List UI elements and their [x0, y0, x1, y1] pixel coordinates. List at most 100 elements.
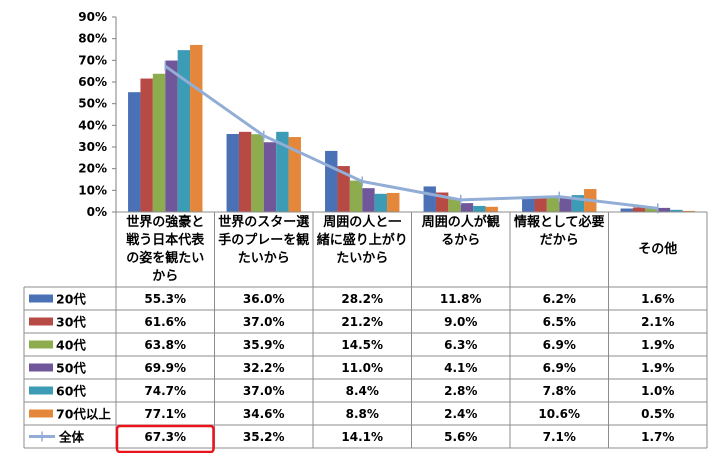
- data-label: 69.9%: [144, 361, 186, 375]
- bar-70代以上-5: [682, 210, 695, 212]
- data-label: 11.8%: [440, 292, 482, 306]
- legend-swatch: [29, 409, 53, 418]
- y-tick-label: 20%: [78, 162, 107, 176]
- data-label: 37.0%: [243, 315, 285, 329]
- category-label: るから: [441, 233, 480, 248]
- data-label: 1.9%: [641, 361, 674, 375]
- category-label: たいから: [336, 251, 388, 266]
- bar-50代-5: [657, 207, 671, 212]
- data-label: 1.0%: [641, 384, 674, 398]
- bar-20代-4: [522, 198, 535, 212]
- data-label: 6.9%: [543, 338, 576, 352]
- bar-40代-3: [448, 198, 461, 212]
- bar-40代-2: [349, 180, 363, 212]
- data-label: 34.6%: [243, 407, 285, 421]
- category-label: から: [152, 269, 178, 284]
- y-tick-label: 50%: [78, 97, 107, 111]
- category-label: の姿を観たい: [126, 250, 204, 266]
- data-label: 35.2%: [243, 430, 285, 444]
- bar-40代-0: [152, 73, 166, 213]
- legend-label: 50代: [56, 361, 86, 376]
- category-label: 手のプレーを観: [218, 232, 309, 248]
- bar-30代-0: [140, 78, 153, 213]
- bar-40代-4: [546, 197, 560, 212]
- category-label: その他: [638, 241, 677, 257]
- bar-50代-0: [165, 60, 178, 212]
- data-label: 67.3%: [144, 430, 186, 444]
- data-label: 14.1%: [341, 430, 383, 444]
- data-label: 6.3%: [444, 338, 477, 352]
- data-label: 74.7%: [144, 384, 186, 398]
- data-label: 37.0%: [243, 384, 285, 398]
- y-tick-label: 0%: [87, 205, 107, 219]
- bar-20代-1: [226, 134, 239, 212]
- y-tick-label: 70%: [78, 53, 107, 67]
- legend-swatch: [29, 340, 53, 349]
- data-label: 35.9%: [243, 338, 285, 352]
- data-label: 8.4%: [346, 384, 379, 398]
- data-label: 7.1%: [543, 430, 576, 444]
- data-label: 6.5%: [543, 315, 576, 329]
- category-label: たいから: [238, 251, 290, 266]
- bar-20代-5: [620, 208, 633, 212]
- y-tick-label: 80%: [78, 32, 107, 46]
- total-line-series: [164, 64, 658, 210]
- data-label: 0.5%: [641, 407, 674, 421]
- data-label: 28.2%: [341, 292, 383, 306]
- data-label: 11.0%: [341, 361, 383, 375]
- category-label: 戦う日本代表: [126, 232, 205, 248]
- category-label: 世界のスター選: [218, 214, 309, 230]
- legend-swatch: [29, 363, 53, 372]
- bar-70代以上-1: [288, 137, 301, 212]
- legend-swatch: [29, 317, 53, 326]
- bar-20代-2: [325, 150, 338, 212]
- data-label: 36.0%: [243, 292, 285, 306]
- legend-label: 30代: [56, 315, 86, 330]
- bar-20代-0: [128, 92, 141, 212]
- y-tick-label: 10%: [78, 183, 107, 197]
- legend-swatch: [29, 386, 53, 395]
- data-label: 10.6%: [538, 407, 580, 421]
- y-tick-label: 60%: [78, 75, 107, 89]
- category-label: 緒に盛り上がり: [317, 232, 408, 248]
- data-label: 14.5%: [341, 338, 383, 352]
- data-label: 7.8%: [543, 384, 576, 398]
- data-label: 9.0%: [444, 315, 477, 329]
- data-label: 61.6%: [144, 315, 186, 329]
- bar-40代-5: [645, 207, 658, 212]
- data-label: 77.1%: [144, 407, 186, 421]
- category-label: 情報として必要: [514, 214, 605, 230]
- legend-label: 全体: [58, 430, 85, 445]
- data-label: 21.2%: [341, 315, 383, 329]
- bar-50代-1: [263, 142, 277, 212]
- category-label: だから: [540, 233, 579, 248]
- legend-swatch: [29, 294, 53, 303]
- bar-60代-1: [276, 131, 289, 212]
- data-label: 5.6%: [444, 430, 477, 444]
- bar-60代-5: [670, 209, 683, 212]
- y-tick-label: 30%: [78, 140, 107, 154]
- bar-30代-1: [238, 131, 252, 212]
- bar-70代以上-0: [190, 44, 203, 213]
- data-label: 55.3%: [144, 292, 186, 306]
- bar-30代-4: [534, 197, 547, 212]
- bar-50代-3: [460, 203, 474, 212]
- bar-30代-2: [337, 166, 350, 212]
- data-label: 2.1%: [641, 315, 674, 329]
- bar-50代-2: [362, 188, 375, 212]
- data-label: 2.4%: [444, 407, 477, 421]
- bar-50代-4: [559, 197, 572, 212]
- data-label: 2.8%: [444, 384, 477, 398]
- data-label: 4.1%: [444, 361, 477, 375]
- bar-70代以上-2: [387, 192, 400, 212]
- data-label: 6.9%: [543, 361, 576, 375]
- bar-20代-3: [423, 186, 436, 212]
- legend-label: 70代以上: [56, 407, 111, 422]
- bar-60代-0: [177, 50, 191, 213]
- data-label: 6.2%: [543, 292, 576, 306]
- data-label: 8.8%: [346, 407, 379, 421]
- category-label: 世界の強豪と: [126, 214, 204, 230]
- data-label: 1.6%: [641, 292, 674, 306]
- legend-label: 20代: [56, 292, 86, 307]
